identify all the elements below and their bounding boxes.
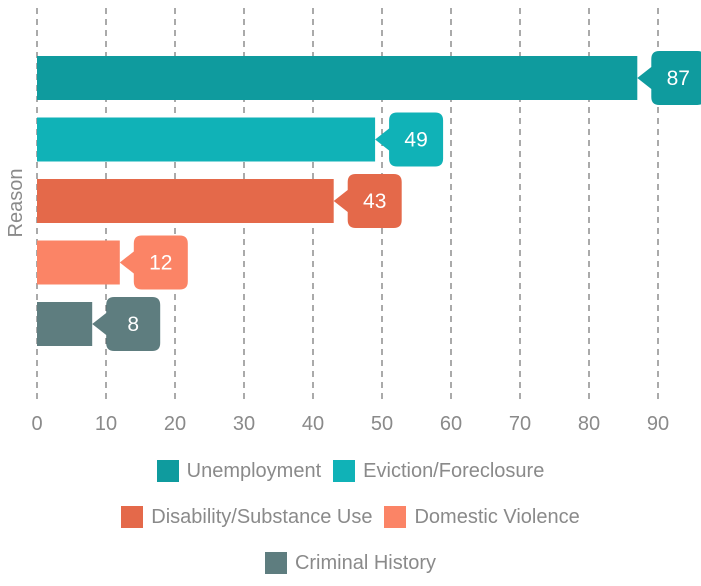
x-tick-label: 60 [440,413,462,435]
bar[interactable] [37,179,334,223]
legend-swatch [121,506,144,528]
x-tick-label: 70 [509,413,531,435]
data-label: 43 [363,190,386,213]
legend-item-criminal-history[interactable]: Criminal History [264,551,437,575]
bar[interactable] [37,117,376,162]
data-label: 87 [667,67,690,90]
legend-item-disability-substance-use[interactable]: Disability/Substance Use [121,506,372,529]
data-label-callout [119,235,188,290]
x-tick-label: 50 [371,413,393,435]
legend-row: Disability/Substance Use Domestic Violen… [0,494,701,540]
x-tick-label: 40 [302,413,324,435]
legend-swatch [384,506,407,528]
legend: Unemployment Eviction/Foreclosure Disabi… [0,448,701,586]
bar-chart: 87 49 43 12 8 0 10 20 30 40 50 60 70 80 90 Reason [5,8,701,435]
x-tick-label: 0 [31,413,42,435]
legend-swatch [264,552,287,574]
x-tick-label: 90 [647,413,669,435]
data-label-callout [333,174,402,228]
legend-item-unemployment[interactable]: Unemployment [156,459,322,483]
bars: 87 49 43 12 8 [37,51,701,351]
data-label: 12 [149,252,172,275]
legend-label: Domestic Violence [414,505,580,528]
bar[interactable] [37,240,120,285]
legend-row: Unemployment Eviction/Foreclosure [0,448,701,494]
data-label: 49 [404,129,427,152]
y-axis-title: Reason [5,169,27,238]
legend-item-eviction-foreclosure[interactable]: Eviction/Foreclosure [333,460,544,483]
x-tick-label: 80 [578,413,600,435]
legend-label: Unemployment [186,459,322,482]
legend-row: Criminal History [0,540,701,586]
legend-swatch [156,460,179,482]
x-axis-ticks: 0 10 20 30 40 50 60 70 80 90 [31,413,669,435]
legend-label: Eviction/Foreclosure [363,459,545,482]
legend-label: Disability/Substance Use [151,505,373,528]
legend-item-domestic-violence[interactable]: Domestic Violence [384,505,580,529]
legend-label: Criminal History [294,551,437,574]
data-label-callout [92,297,161,351]
bar[interactable] [37,302,93,346]
data-label: 8 [127,313,139,336]
bar[interactable] [37,56,638,100]
legend-swatch [333,460,356,482]
x-tick-label: 30 [233,413,255,435]
x-tick-label: 10 [95,413,117,435]
data-label-callout [375,112,444,167]
x-tick-label: 20 [164,413,186,435]
data-label-callout [637,51,701,105]
